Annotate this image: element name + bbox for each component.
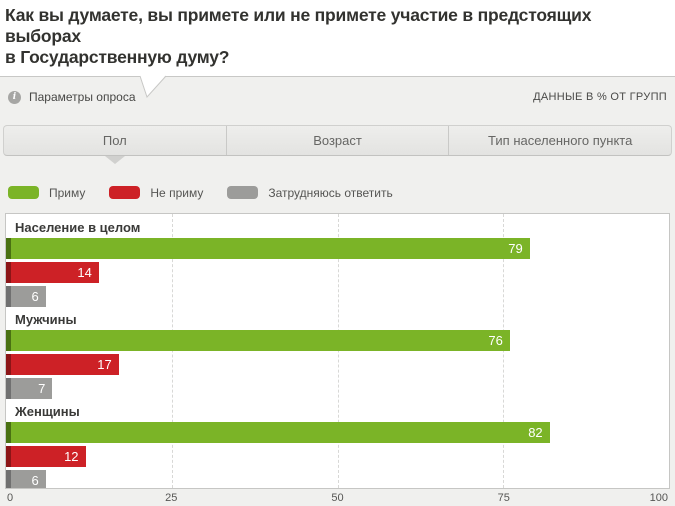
- bar-row: 79: [6, 238, 669, 259]
- subheader-band: i Параметры опроса ДАННЫЕ В % ОТ ГРУПП: [0, 76, 675, 117]
- bar-edge: [6, 330, 11, 351]
- bar-edge: [6, 446, 11, 467]
- callout-tail: [140, 75, 167, 98]
- plot-area: Население в целом 79 14 6 Мужчины 76 17 7 Женщин…: [5, 213, 670, 489]
- bar-group: Население в целом 79 14 6: [6, 218, 669, 307]
- x-axis-tick: 25: [165, 492, 178, 504]
- bar-row: 6: [6, 470, 669, 488]
- legend-item: Затрудняюсь ответить: [227, 185, 393, 200]
- bar-value-label: 76: [488, 333, 503, 348]
- legend-swatch-icon: [109, 186, 141, 199]
- bar-row: 7: [6, 378, 669, 399]
- x-axis-tick: 100: [649, 492, 668, 504]
- bar-group: Мужчины 76 17 7: [6, 310, 669, 399]
- bar: 7: [6, 378, 53, 399]
- bar-value-label: 12: [64, 449, 79, 464]
- bar: 82: [6, 422, 550, 443]
- bar-value-label: 17: [97, 357, 112, 372]
- group-label: Население в целом: [15, 220, 141, 235]
- legend-label: Не приму: [150, 185, 204, 200]
- info-icon[interactable]: i: [8, 90, 21, 104]
- survey-params-link[interactable]: i Параметры опроса: [8, 90, 136, 104]
- page-title-line-2: в Государственную думу?: [5, 47, 230, 67]
- bar-edge: [6, 422, 11, 443]
- bar-value-label: 79: [508, 241, 523, 256]
- gridline-50: [337, 214, 339, 488]
- legend: Приму Не приму Затрудняюсь ответить: [8, 185, 675, 200]
- bar: 17: [6, 354, 119, 375]
- bar-value-label: 6: [31, 473, 39, 488]
- bar: 14: [6, 262, 99, 283]
- bar-edge: [6, 354, 11, 375]
- bar-edge: [6, 470, 11, 488]
- legend-item: Приму: [8, 186, 85, 200]
- bar-edge: [6, 262, 11, 283]
- legend-label: Приму: [49, 185, 86, 200]
- data-units-note: ДАННЫЕ В % ОТ ГРУПП: [533, 91, 667, 103]
- bar-value-label: 6: [31, 289, 39, 304]
- bar: 6: [6, 286, 46, 307]
- bar-row: 6: [6, 286, 669, 307]
- bar-edge: [6, 378, 11, 399]
- group-label: Женщины: [15, 404, 80, 419]
- x-axis: 0 25 50 75 100: [5, 491, 670, 506]
- tabs: Пол Возраст Тип населенного пункта: [3, 125, 672, 164]
- tab-age[interactable]: Возраст: [225, 126, 449, 155]
- bar: 76: [6, 330, 510, 351]
- title-block: Как вы думаете, вы примете или не примет…: [0, 0, 675, 98]
- bar-row: 82: [6, 422, 669, 443]
- gridline-75: [503, 214, 505, 488]
- bar-value-label: 14: [77, 265, 92, 280]
- bar-row: 14: [6, 262, 669, 283]
- bar-value-label: 7: [38, 381, 46, 396]
- group-label: Мужчины: [15, 312, 77, 327]
- x-axis-tick: 50: [331, 492, 344, 504]
- legend-swatch-icon: [227, 186, 259, 199]
- tab-settlement-type[interactable]: Тип населенного пункта: [448, 126, 671, 155]
- x-axis-tick: 75: [497, 492, 510, 504]
- page-title-line-1: Как вы думаете, вы примете или не примет…: [5, 5, 592, 46]
- bar-row: 12: [6, 446, 669, 467]
- bar-edge: [6, 286, 11, 307]
- legend-swatch-icon: [8, 186, 39, 199]
- bar-value-label: 82: [528, 425, 543, 440]
- gridline-25: [171, 214, 173, 488]
- bar: 79: [6, 238, 530, 259]
- bar-row: 76: [6, 330, 669, 351]
- bar-group: Женщины 82 12 6: [6, 402, 669, 488]
- legend-item: Не приму: [109, 186, 203, 200]
- survey-params-label[interactable]: Параметры опроса: [29, 90, 136, 104]
- tab-gender[interactable]: Пол: [4, 126, 226, 164]
- bar-row: 17: [6, 354, 669, 375]
- bar-edge: [6, 238, 11, 259]
- bar: 12: [6, 446, 86, 467]
- bar: 6: [6, 470, 46, 488]
- x-axis-tick: 0: [7, 492, 14, 504]
- legend-label: Затрудняюсь ответить: [268, 185, 393, 200]
